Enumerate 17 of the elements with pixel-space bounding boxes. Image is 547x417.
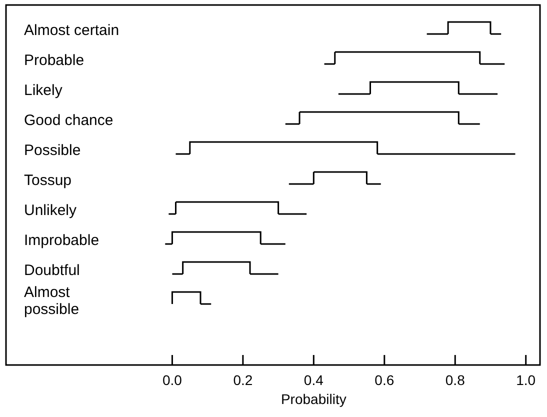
y-tick-label: Almost certain <box>24 22 120 39</box>
y-tick-label: Possible <box>24 142 81 159</box>
y-tick-label: Unlikely <box>24 202 78 219</box>
y-tick-label: Doubtful <box>24 262 80 279</box>
y-tick-label: Likely <box>24 82 63 99</box>
x-tick-label: 0.6 <box>374 372 394 388</box>
y-tick-label: Tossup <box>24 172 72 189</box>
y-tick-label: Almost possible <box>24 284 80 318</box>
y-tick-label: Improbable <box>24 232 100 249</box>
x-tick-label: 0.0 <box>162 372 182 388</box>
x-tick-label: 0.2 <box>233 372 253 388</box>
x-tick-label: 0.4 <box>304 372 324 388</box>
x-tick-label: 0.8 <box>445 372 466 388</box>
x-tick-label: 1.0 <box>516 372 536 388</box>
y-tick-label: Probable <box>24 52 84 69</box>
y-tick-label: Good chance <box>24 112 114 129</box>
x-axis-title: Probability <box>280 391 346 407</box>
